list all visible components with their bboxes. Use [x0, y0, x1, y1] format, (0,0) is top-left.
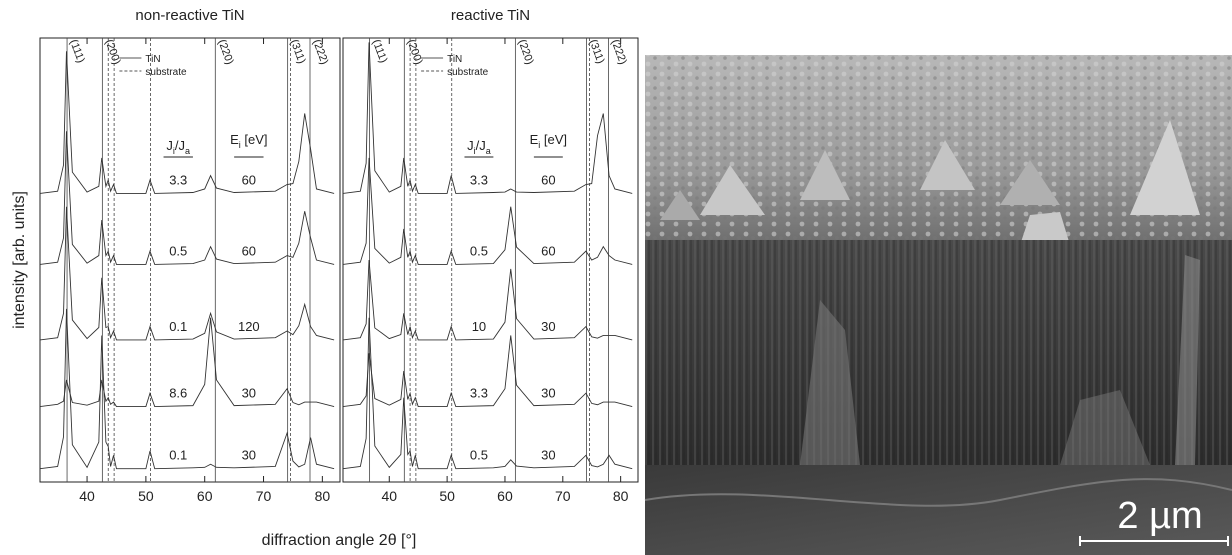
header-part: [eV]: [241, 132, 268, 147]
ion-energy: 60: [242, 172, 256, 187]
ion-energy: 30: [541, 386, 555, 401]
ion-flux-ratio: 0.5: [169, 243, 187, 258]
peak-label: (222): [609, 38, 629, 66]
x-tick-label: 70: [256, 488, 272, 504]
x-tick-label: 70: [555, 488, 571, 504]
ion-energy: 60: [242, 243, 256, 258]
column-header: Ei [eV]: [230, 132, 267, 150]
x-tick-label: 50: [138, 488, 154, 504]
ion-flux-ratio: 0.5: [470, 448, 488, 463]
x-tick-label: 80: [613, 488, 629, 504]
panel-title: reactive TiN: [451, 7, 530, 24]
legend-label: TiN: [447, 54, 462, 65]
column-header: Ei [eV]: [530, 132, 567, 150]
ion-energy: 120: [238, 319, 260, 334]
x-tick-label: 40: [79, 488, 95, 504]
legend-label: TiN: [145, 54, 160, 65]
ion-energy: 30: [242, 448, 256, 463]
x-tick-label: 60: [497, 488, 513, 504]
y-axis-label: intensity [arb. units]: [11, 191, 28, 329]
panel: non-reactive TiN 40 50 60 70 80 (111) (200) (220…: [40, 7, 340, 504]
peak-label: (220): [215, 38, 235, 66]
x-tick-label: 80: [315, 488, 331, 504]
peak-label: (222): [310, 38, 330, 66]
ion-flux-ratio: 8.6: [169, 386, 187, 401]
diffraction-trace: [343, 42, 632, 193]
ion-energy: 30: [242, 386, 256, 401]
ion-energy: 30: [541, 448, 555, 463]
peak-label: (220): [516, 38, 536, 66]
panel: reactive TiN 40 50 60 70 80 (111) (200) (220) (31…: [343, 7, 638, 504]
ion-flux-ratio: 0.1: [169, 448, 187, 463]
peak-label: (111): [370, 38, 390, 65]
peak-label: (311): [587, 38, 607, 65]
ion-flux-ratio: 3.3: [470, 386, 488, 401]
ion-flux-ratio: 3.3: [169, 172, 187, 187]
x-axis-label: diffraction angle 2θ [°]: [262, 532, 417, 549]
ion-flux-ratio: 3.3: [470, 172, 488, 187]
ion-energy: 30: [541, 319, 555, 334]
diffraction-trace: [343, 260, 632, 340]
x-tick-label: 40: [381, 488, 397, 504]
scale-bar-label: 2 µm: [1117, 495, 1202, 537]
header-part: a: [185, 146, 190, 156]
header-part: E: [530, 132, 539, 147]
legend-label: substrate: [447, 67, 489, 78]
peak-label: (200): [404, 38, 424, 66]
legend-label: substrate: [145, 67, 187, 78]
header-part: /J: [476, 138, 486, 153]
panel-title: non-reactive TiN: [135, 7, 244, 24]
peak-label: (311): [288, 38, 308, 65]
ion-flux-ratio: 10: [472, 319, 486, 334]
plot-frame: [343, 38, 638, 482]
header-part: a: [486, 146, 491, 156]
sem-image: 2 µm: [645, 55, 1232, 555]
peak-label: (111): [67, 38, 87, 65]
ion-energy: 60: [541, 243, 555, 258]
x-tick-label: 50: [439, 488, 455, 504]
figure: 2 µm non-reactive TiN 40 50 60 70 80 (111) (200…: [0, 0, 1232, 555]
column-header: Ji/Ja: [166, 138, 190, 156]
ion-energy: 60: [541, 172, 555, 187]
header-part: E: [230, 132, 239, 147]
peak-label: (200): [103, 38, 123, 66]
ion-flux-ratio: 0.1: [169, 319, 187, 334]
header-part: /J: [175, 138, 185, 153]
column-header: Ji/Ja: [467, 138, 491, 156]
x-tick-label: 60: [197, 488, 213, 504]
ion-flux-ratio: 0.5: [470, 243, 488, 258]
header-part: [eV]: [540, 132, 567, 147]
